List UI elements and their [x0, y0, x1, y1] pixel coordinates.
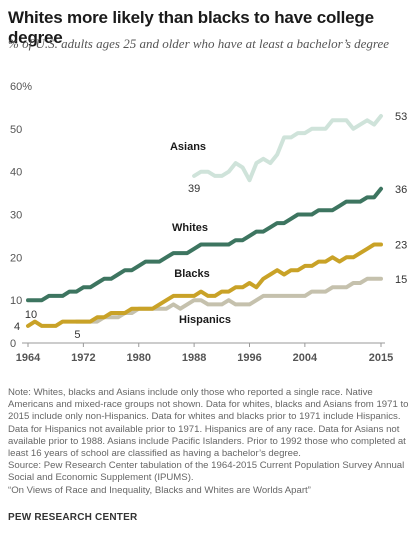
- end-value-asians: 53: [395, 111, 407, 123]
- pew-brand: PEW RESEARCH CENTER: [8, 512, 138, 523]
- x-tick-label: 2015: [369, 352, 393, 364]
- y-tick-label: 40: [10, 167, 22, 179]
- end-value-blacks: 23: [395, 239, 407, 251]
- end-value-whites: 36: [395, 184, 407, 196]
- label-asians: Asians: [170, 141, 206, 153]
- start-value-blacks: 4: [14, 321, 20, 333]
- chart-subtitle: % of U.S. adults ages 25 and older who h…: [8, 36, 390, 51]
- note-text: Note: Whites, blacks and Asians include …: [8, 387, 409, 460]
- x-tick-label: 1964: [16, 352, 41, 364]
- end-value-hispanics: 15: [395, 274, 407, 286]
- start-value-asians: 39: [188, 183, 200, 195]
- x-tick-label: 1972: [71, 352, 95, 364]
- x-tick-label: 1996: [237, 352, 261, 364]
- x-tick-label: 1980: [127, 352, 151, 364]
- start-value-whites: 10: [25, 309, 37, 321]
- label-hispanics: Hispanics: [179, 314, 231, 326]
- chart-notes: Note: Whites, blacks and Asians include …: [8, 387, 414, 497]
- x-tick-label: 1988: [182, 352, 206, 364]
- chart-title: Whites more likely than blacks to have c…: [8, 8, 374, 47]
- start-value-hispanics: 5: [74, 329, 80, 341]
- series-line-blacks: [26, 242, 383, 328]
- label-whites: Whites: [172, 222, 208, 234]
- y-tick-label: 0: [10, 338, 16, 350]
- label-blacks: Blacks: [174, 268, 209, 280]
- y-tick-label: 60%: [10, 81, 32, 93]
- series-line-asians: [192, 114, 383, 183]
- y-tick-label: 30: [10, 210, 22, 222]
- y-tick-label: 10: [10, 295, 22, 307]
- line-chart: 0 10 20 30 40 50 60% 1964 1972 1980 1988 1996 2004 20…: [10, 81, 407, 364]
- y-tick-label: 20: [10, 252, 22, 264]
- report-title: “On Views of Race and Inequality, Blacks…: [8, 484, 311, 496]
- x-tick-label: 2004: [293, 352, 318, 364]
- series-line-whites: [26, 186, 383, 303]
- y-tick-label: 50: [10, 124, 22, 136]
- source-text: Source: Pew Research Center tabulation o…: [8, 460, 405, 484]
